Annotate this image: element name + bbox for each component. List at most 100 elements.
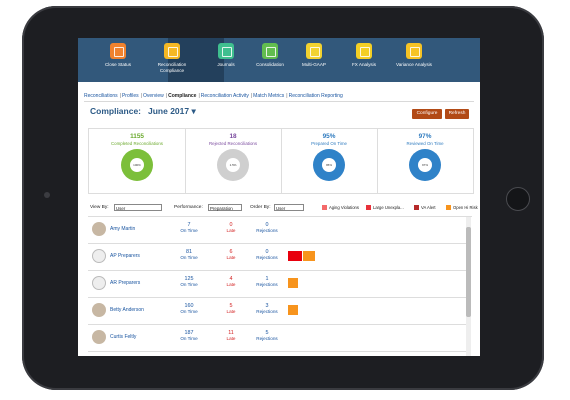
table-scrollbar[interactable] — [466, 217, 471, 356]
nav-icon — [164, 43, 180, 59]
view-by-select[interactable]: User — [114, 204, 162, 211]
subnav-link[interactable]: Reconciliation Activity — [200, 93, 249, 99]
nav-item-5[interactable]: FX Analysis — [339, 43, 389, 68]
on-time-value: 125 — [184, 276, 194, 282]
subnav-link[interactable]: Profiles — [121, 93, 139, 99]
on-time-metric: 187 On Time — [174, 330, 204, 342]
table-row[interactable]: AP Preparers 81 On Time 6 Late 0 Rejections — [88, 244, 466, 271]
metric-bar — [303, 251, 315, 261]
avatar — [92, 222, 106, 236]
nav-icon — [262, 43, 278, 59]
rejections-label: Rejections — [256, 336, 278, 341]
nav-item-3[interactable]: Consolidation — [245, 43, 295, 68]
legend-label: Large Unexpla... — [373, 205, 404, 210]
table-row[interactable]: Betty Anderson 160 On Time 5 Late 3 Rejections — [88, 298, 466, 325]
donut-percent: 100% — [130, 158, 144, 172]
refresh-button[interactable]: Refresh — [445, 109, 469, 119]
nav-item-4[interactable]: Multi-GAAP — [289, 43, 339, 68]
late-value: 6 — [229, 249, 233, 255]
summary-cards: 1155 Completed Reconciliations 100% 18 Rejec… — [88, 128, 474, 194]
user-name[interactable]: AR Preparers — [110, 280, 141, 286]
on-time-metric: 125 On Time — [174, 276, 204, 288]
summary-card[interactable]: 97% Reviewed On Time 97% — [377, 129, 473, 193]
late-metric: 6 Late — [216, 249, 246, 261]
summary-card[interactable]: 1155 Completed Reconciliations 100% — [89, 129, 186, 193]
donut-percent: 1.5% — [226, 158, 240, 172]
avatar — [92, 249, 106, 263]
camera — [44, 192, 50, 198]
user-name[interactable]: AP Preparers — [110, 253, 140, 259]
late-label: Late — [226, 282, 236, 287]
on-time-value: 81 — [186, 249, 192, 255]
nav-label: Multi-GAAP — [302, 62, 326, 67]
rejections-value: 1 — [265, 276, 269, 282]
metric-bar — [288, 278, 298, 288]
nav-item-6[interactable]: Variance Analysis — [389, 43, 439, 68]
summary-card[interactable]: 95% Prepared On Time 95% — [281, 129, 378, 193]
legend-item: Aging Violations — [322, 205, 359, 211]
nav-item-1[interactable]: Reconciliation Compliance — [147, 43, 197, 73]
user-name[interactable]: Betty Anderson — [110, 307, 144, 313]
rejections-label: Rejections — [256, 282, 278, 287]
subnav-link[interactable]: Match Metrics — [253, 93, 285, 99]
user-name[interactable]: Amy Martin — [110, 226, 136, 232]
subnav-link[interactable]: Overview — [142, 93, 164, 99]
table-row[interactable]: Amy Martin 7 On Time 0 Late 0 Rejections — [88, 217, 466, 244]
late-metric: 5 Late — [216, 303, 246, 315]
late-metric: 11 Late — [216, 330, 246, 342]
nav-icon — [356, 43, 372, 59]
view-by-label: View By: — [90, 205, 109, 210]
on-time-label: On Time — [180, 255, 198, 260]
legend-swatch — [322, 205, 327, 211]
donut-chart: 95% — [313, 149, 345, 181]
on-time-value: 187 — [184, 330, 194, 336]
rejections-metric: 3 Rejections — [252, 303, 282, 315]
nav-label: Consolidation — [256, 62, 284, 67]
subnav-link[interactable]: Reconciliations — [84, 93, 118, 99]
subnav-link[interactable]: Compliance — [168, 93, 197, 99]
nav-item-2[interactable]: Journals — [201, 43, 251, 68]
legend-label: Aging Violations — [329, 205, 359, 210]
donut-chart: 1.5% — [217, 149, 249, 181]
on-time-metric: 7 On Time — [174, 222, 204, 234]
metric-bar — [288, 251, 302, 261]
subnav-link[interactable]: Reconciliation Reporting — [288, 93, 343, 99]
late-label: Late — [226, 255, 236, 260]
scroll-thumb[interactable] — [466, 227, 471, 317]
on-time-label: On Time — [180, 228, 198, 233]
order-by-select[interactable]: User — [274, 204, 304, 211]
nav-item-0[interactable]: Close Status — [93, 43, 143, 68]
nav-icon — [306, 43, 322, 59]
rejections-value: 0 — [265, 222, 269, 228]
table-row[interactable]: Curtis Feltly 187 On Time 11 Late 5 Rejections — [88, 325, 466, 352]
on-time-value: 160 — [184, 303, 194, 309]
configure-button[interactable]: Configure — [412, 109, 442, 119]
on-time-label: On Time — [180, 336, 198, 341]
late-label: Late — [226, 228, 236, 233]
late-value: 4 — [229, 276, 233, 282]
nav-label: Close Status — [104, 62, 132, 67]
avatar — [92, 330, 106, 344]
subnav-separator: | — [140, 93, 142, 99]
app-screen: Close Status Reconciliation Compliance Jou… — [78, 38, 480, 356]
card-value: 97% — [418, 133, 432, 140]
legend-item: Large Unexpla... — [366, 205, 404, 211]
divider — [84, 101, 474, 102]
donut-chart: 97% — [409, 149, 441, 181]
card-label: Completed Reconciliations — [111, 141, 163, 146]
subnav-separator: | — [198, 93, 200, 99]
rejections-metric: 0 Rejections — [252, 222, 282, 234]
order-by-label: Order By: — [250, 205, 271, 210]
home-button[interactable] — [506, 187, 530, 211]
summary-card[interactable]: 18 Rejected Reconciliations 1.5% — [185, 129, 282, 193]
rejections-metric: 1 Rejections — [252, 276, 282, 288]
user-name[interactable]: Curtis Feltly — [110, 334, 137, 340]
card-value: 95% — [322, 133, 336, 140]
month-selector[interactable]: June 2017 ▾ — [148, 106, 196, 116]
late-metric: 4 Late — [216, 276, 246, 288]
nav-icon — [110, 43, 126, 59]
filter-bar: View By: User Performance: Preparation O… — [88, 202, 478, 214]
table-row[interactable]: AR Preparers 125 On Time 4 Late 1 Rejections — [88, 271, 466, 298]
nav-label: Journals — [217, 62, 235, 67]
performance-select[interactable]: Preparation — [208, 204, 242, 211]
